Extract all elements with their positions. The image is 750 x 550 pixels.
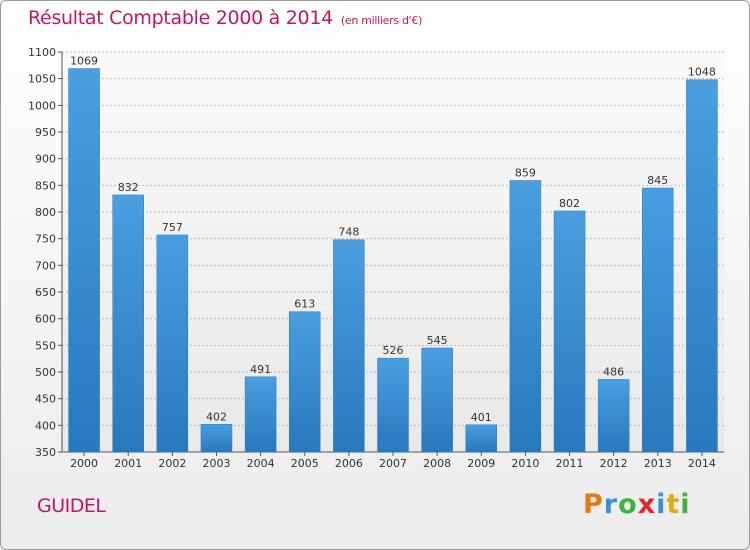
bar-value-label: 402 [206,410,227,423]
y-tick-label: 850 [35,179,56,192]
logo-letter: P [583,489,604,520]
logo-letter: i [680,489,691,520]
chart-title: Résultat Comptable 2000 à 2014 (en millie… [28,7,422,29]
bar [553,210,586,453]
y-tick-label: 1050 [28,73,56,86]
bar [465,424,498,453]
proxiti-logo: Proxiti [583,489,691,520]
city-name: GUIDEL [37,495,106,517]
logo-letter: r [603,489,619,520]
bar-value-label: 757 [162,221,183,234]
bar [642,187,674,453]
bar-value-label: 401 [471,411,492,424]
bar-value-label: 832 [118,181,139,194]
bar [200,424,233,453]
x-tick-label: 2006 [335,457,363,470]
x-tick-label: 2008 [423,457,451,470]
y-tick-label: 600 [35,313,56,326]
bar-value-label: 845 [647,174,668,187]
bar [333,239,365,453]
y-tick-label: 800 [35,206,56,219]
logo-letter: o [618,489,638,520]
bar [156,234,189,453]
bar-value-label: 748 [338,226,359,239]
x-tick-label: 2012 [600,457,628,470]
logo-letter: t [666,489,681,520]
bar [288,311,321,453]
bar [244,376,277,453]
logo-letter: x [637,489,657,520]
bar [597,379,630,453]
x-tick-label: 2002 [158,457,186,470]
y-tick-label: 350 [35,446,56,459]
chart-title-text: Résultat Comptable 2000 à 2014 [28,7,333,29]
bar-value-label: 545 [427,334,448,347]
y-tick-label: 500 [35,366,56,379]
bar-value-label: 491 [250,363,271,376]
bar-value-label: 802 [559,197,580,210]
y-tick-label: 550 [35,339,56,352]
x-tick-label: 2013 [644,457,672,470]
x-tick-label: 2000 [70,457,98,470]
x-tick-label: 2003 [202,457,230,470]
bar-value-label: 859 [515,167,536,180]
bar [68,68,100,453]
bar [112,194,144,453]
x-tick-label: 2007 [379,457,407,470]
bar-value-label: 526 [383,344,404,357]
bar-value-label: 613 [294,298,315,311]
y-tick-label: 750 [35,233,56,246]
x-tick-label: 2014 [688,457,716,470]
y-tick-label: 700 [35,259,56,272]
y-tick-label: 1000 [28,99,56,112]
x-tick-label: 2010 [511,457,539,470]
chart-unit-label: (en milliers d'€) [340,14,423,27]
y-tick-label: 650 [35,286,56,299]
x-tick-label: 2001 [114,457,142,470]
bar [509,180,542,453]
y-tick-label: 400 [35,419,56,432]
bar [421,347,453,453]
x-tick-label: 2011 [556,457,584,470]
y-tick-label: 450 [35,393,56,406]
y-tick-label: 900 [35,153,56,166]
x-tick-label: 2005 [291,457,319,470]
y-tick-label: 950 [35,126,56,139]
x-tick-label: 2004 [247,457,275,470]
x-tick-label: 2009 [467,457,495,470]
logo-letter: i [656,489,667,520]
bar [377,357,409,453]
bar-value-label: 486 [603,365,624,378]
bar [686,79,718,453]
y-tick-label: 1100 [28,46,56,59]
bar-value-label: 1069 [70,55,98,68]
bar-value-label: 1048 [688,66,716,79]
